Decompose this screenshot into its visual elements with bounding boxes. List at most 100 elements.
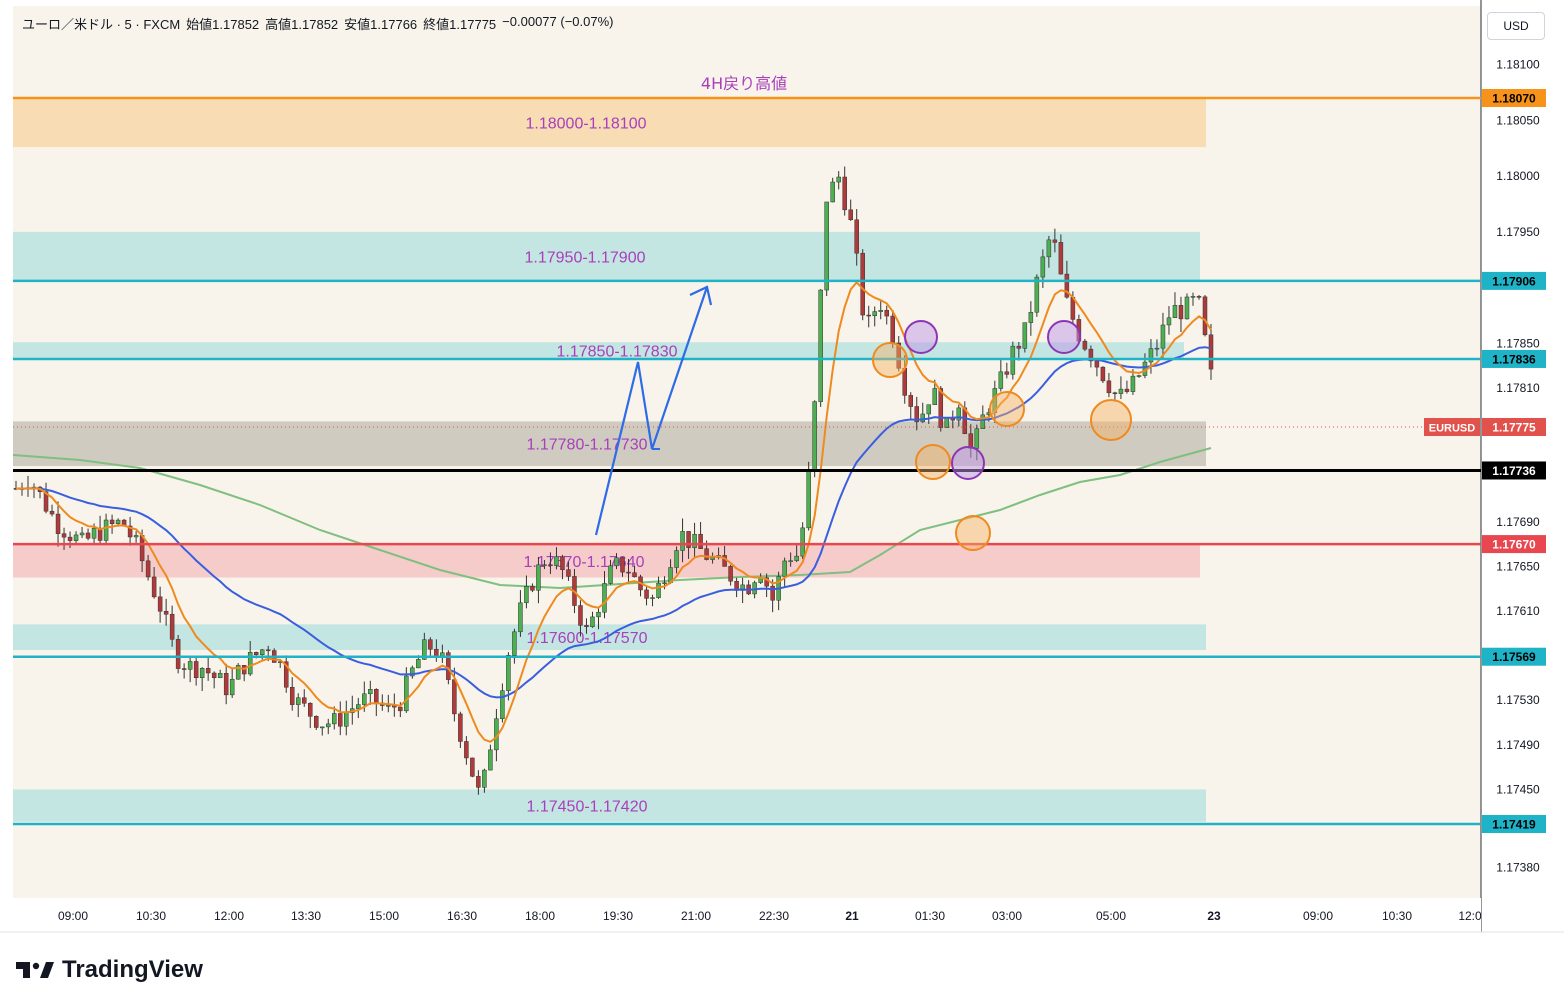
candle-body [1118,388,1124,394]
candle-body [1112,392,1118,395]
candle-body [199,668,205,679]
candle-body [181,668,187,670]
y-tick-label: 1.18050 [1496,113,1540,127]
candle-body [650,597,655,599]
candle-body [416,659,421,669]
zone-label: 1.18000-1.18100 [526,116,647,133]
candle-body [704,548,709,560]
x-tick-label: 23 [1207,909,1221,923]
candle-body [398,706,403,712]
candle-body [127,525,133,538]
candle-body [283,661,289,688]
x-tick-label: 10:30 [1382,909,1412,923]
candle-body [872,311,877,316]
ema-long-line [12,447,1212,590]
y-tick-label: 1.17380 [1496,860,1540,874]
candle-body [307,703,313,717]
candle-body [79,532,85,536]
candle-body [187,661,193,670]
tradingview-logo[interactable]: TradingView [16,956,203,984]
candle-body [1046,239,1052,258]
price-tag-label: 1.17670 [1492,538,1536,552]
y-tick-label: 1.17530 [1496,693,1540,707]
candle-body [794,555,799,561]
candle-body [1040,256,1046,278]
price-tag-bg [1482,647,1546,666]
symbol-name[interactable]: ユーロ／米ドル · 5 · FXCM [22,17,181,32]
candle-body [344,712,349,727]
candle-body [464,741,469,759]
ema-short-line [15,280,1212,743]
candle-body [1100,366,1106,382]
purple-marker-circle [1047,320,1081,354]
x-tick-label: 01:30 [915,909,945,923]
candle-body [1184,296,1190,320]
candle-body [806,470,811,529]
candle-body [860,252,865,316]
y-tick-label: 1.17950 [1496,225,1540,239]
x-tick-label: 16:30 [447,909,477,923]
zone-label: 1.17670-1.17640 [524,554,645,571]
candle-body [73,534,79,541]
currency-button[interactable]: USD [1487,12,1545,40]
candle-body [566,569,571,577]
candle-body [223,673,229,696]
x-tick-label: 13:30 [291,909,321,923]
candle-body [1058,242,1064,275]
projection-arrow-head [689,285,713,306]
price-tag-label: 1.17906 [1492,274,1536,288]
candle-body [61,533,67,538]
candle-body [259,649,265,655]
candle-body [235,665,241,680]
candle-body [926,404,932,415]
candle-body [1172,305,1178,318]
x-tick-label: 19:30 [603,909,633,923]
price-chart[interactable]: 1.18000-1.18100 1.17950-1.17900 1.17850-1.… [0,0,1564,940]
candle-body [301,697,307,704]
candle-body [217,673,223,679]
candle-body [878,310,883,312]
candle-body [452,679,457,715]
orange-marker-circle [872,342,908,378]
candle-body [644,589,649,599]
candle-body [175,639,181,669]
candle-body [145,560,151,578]
close-value: 終値1.17775 [423,17,497,32]
candle-body [163,610,169,615]
candle-body [920,413,926,423]
brand-name: TradingView [62,956,203,983]
candle-body [686,531,691,548]
candle-body [1154,347,1160,350]
chart-canvas[interactable]: 1.18000-1.18100 1.17950-1.17900 1.17850-1.… [0,0,1564,940]
candle-body [253,652,259,655]
candle-body [91,527,97,539]
zone-rect [13,231,1200,281]
candle-body [578,605,583,626]
zone-rect [13,544,1200,578]
candle-body [692,533,697,548]
candle-body [211,672,217,679]
candle-body [536,564,541,591]
candle-body [1028,311,1034,323]
candle-body [512,631,517,656]
candle-body [109,519,115,524]
candle-body [193,661,199,679]
zone-label: 1.17950-1.17900 [525,249,646,266]
candle-body [554,556,559,566]
candle-body [1106,380,1112,394]
open-value: 始値1.17852 [186,17,260,32]
candle-body [980,414,986,429]
orange-marker-circle [915,444,951,480]
candle-body [902,367,907,396]
symbol-tag-label: EURUSD [1429,422,1476,434]
price-tag-bg [1482,271,1546,290]
candle-body [458,713,463,742]
candle-body [1010,345,1016,375]
candle-body [560,556,565,570]
candle-body [1190,296,1196,298]
candle-body [151,576,157,598]
candle-body [944,417,950,428]
candle-body [1004,371,1010,375]
candle-body [326,723,331,728]
candle-body [770,585,775,601]
